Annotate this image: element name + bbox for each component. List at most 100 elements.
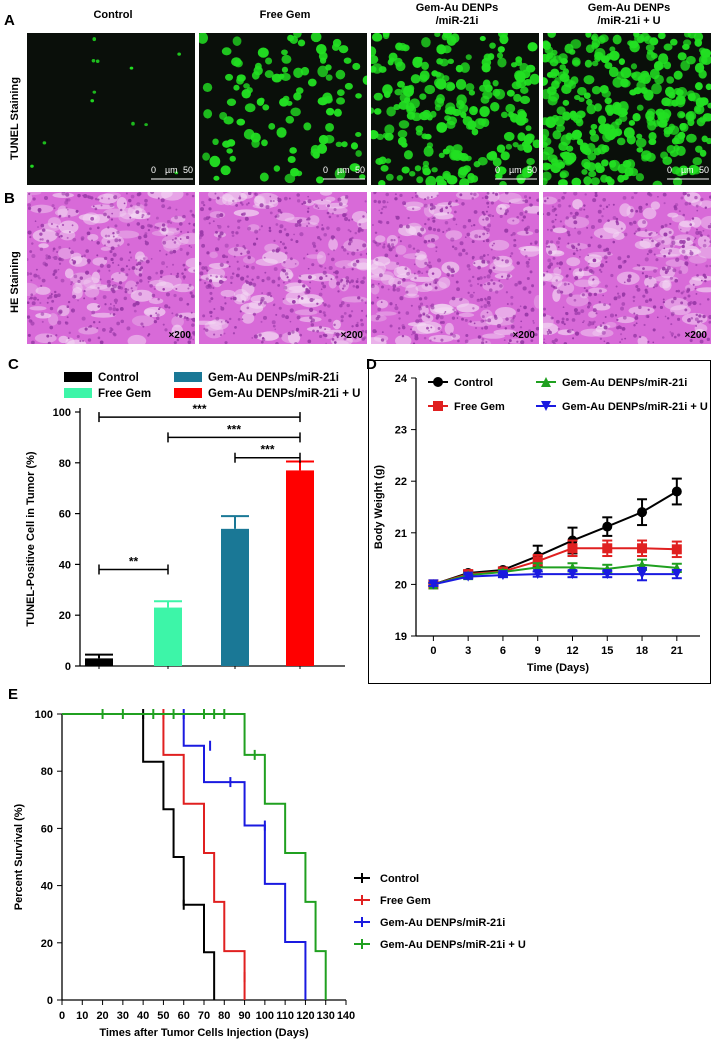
- he-nucleus: [634, 316, 639, 320]
- he-nucleus: [159, 249, 161, 252]
- he-nucleus: [524, 195, 528, 199]
- he-nucleus: [82, 339, 85, 342]
- tunel-positive-cell: [384, 124, 395, 135]
- he-nucleus: [399, 240, 402, 243]
- he-background: [199, 192, 367, 344]
- he-nucleus: [599, 337, 603, 340]
- he-nucleus: [695, 325, 698, 327]
- he-stroma: [572, 199, 583, 210]
- tunel-positive-cell: [636, 133, 643, 140]
- tunel-positive-cell: [325, 74, 333, 81]
- tunel-positive-cell: [384, 132, 394, 141]
- he-nucleus: [27, 258, 29, 261]
- he-nucleus: [72, 260, 77, 264]
- he-nucleus: [31, 254, 36, 259]
- he-nucleus: [492, 266, 496, 270]
- he-nucleus: [159, 269, 164, 274]
- he-nucleus: [290, 238, 293, 242]
- he-nucleus: [351, 251, 356, 256]
- he-nucleus: [566, 274, 569, 277]
- he-nucleus: [113, 305, 115, 307]
- he-nucleus: [524, 199, 529, 204]
- tunel-positive-cell: [293, 92, 302, 101]
- he-nucleus: [340, 315, 344, 319]
- he-nucleus: [692, 301, 697, 306]
- tunel-positive-cell: [566, 145, 574, 152]
- he-nucleus: [279, 240, 282, 244]
- he-nucleus: [587, 262, 590, 265]
- he-nucleus: [704, 279, 707, 283]
- x-tick-label: 70: [198, 1010, 210, 1022]
- tunel-positive-cell: [646, 49, 654, 55]
- tunel-positive-cell: [618, 58, 625, 66]
- he-nucleus: [299, 333, 303, 337]
- he-nucleus: [332, 249, 336, 252]
- tunel-positive-cell: [636, 104, 644, 111]
- tunel-positive-cell: [290, 107, 301, 117]
- he-nucleus: [390, 243, 395, 247]
- he-nucleus: [389, 302, 393, 306]
- he-nucleus: [288, 197, 291, 200]
- he-nucleus: [424, 283, 428, 287]
- he-nucleus: [595, 326, 597, 328]
- he-nucleus: [488, 269, 493, 274]
- he-nucleus: [645, 203, 649, 206]
- he-nucleus: [338, 202, 343, 207]
- he-nucleus: [682, 290, 685, 293]
- he-nucleus: [80, 236, 85, 240]
- he-nucleus: [336, 227, 341, 232]
- he-nucleus: [205, 277, 209, 281]
- he-nucleus: [524, 312, 529, 317]
- he-nucleus: [679, 239, 684, 244]
- he-nucleus: [57, 320, 62, 325]
- tunel-positive-cell: [517, 132, 526, 142]
- he-nucleus: [70, 283, 72, 286]
- tunel-positive-cell: [419, 93, 427, 100]
- he-nucleus: [503, 339, 506, 342]
- he-nucleus: [342, 266, 346, 269]
- he-stroma: [543, 196, 558, 205]
- tunel-positive-cell: [408, 170, 416, 177]
- he-stroma: [281, 331, 301, 344]
- he-nucleus: [550, 228, 553, 232]
- tunel-positive-cell: [220, 165, 231, 176]
- he-nucleus: [255, 237, 259, 241]
- tunel-positive-cell: [641, 154, 649, 162]
- he-nucleus: [510, 295, 514, 299]
- he-nucleus: [709, 264, 711, 267]
- he-stroma: [415, 254, 429, 269]
- he-stroma: [375, 235, 386, 243]
- tunel-positive-cell: [174, 171, 179, 175]
- he-nucleus: [708, 315, 711, 320]
- series-line: [433, 490, 678, 586]
- he-nucleus: [214, 192, 217, 195]
- x-tick-label: 9: [535, 645, 541, 657]
- he-nucleus: [112, 235, 115, 238]
- he-nucleus: [28, 192, 31, 196]
- he-nucleus: [380, 211, 383, 215]
- tunel-positive-cell: [662, 109, 672, 119]
- survival-curve: [62, 713, 307, 1000]
- tunel-positive-cell: [333, 108, 342, 117]
- y-tick-label: 20: [41, 938, 53, 950]
- tunel-positive-cell: [699, 116, 708, 123]
- he-nucleus: [187, 231, 189, 234]
- scale-max: 50: [182, 165, 193, 175]
- tunel-positive-cell: [397, 80, 405, 88]
- legend-label: Gem-Au DENPs/miR-21i: [208, 372, 339, 384]
- he-nucleus: [129, 256, 133, 259]
- tunel-positive-cell: [571, 177, 582, 185]
- he-nucleus: [208, 299, 212, 303]
- he-nucleus: [395, 254, 398, 258]
- he-nucleus: [405, 290, 409, 294]
- he-nucleus: [439, 208, 444, 213]
- he-image-3: ×200: [371, 192, 539, 344]
- he-nucleus: [120, 267, 125, 272]
- tunel-positive-cell: [572, 114, 583, 124]
- tunel-positive-cell: [590, 123, 598, 130]
- he-nucleus: [614, 314, 618, 317]
- he-nucleus: [155, 312, 157, 314]
- he-stroma: [287, 330, 301, 344]
- tunel-positive-cell: [446, 116, 458, 126]
- he-nucleus: [455, 223, 458, 226]
